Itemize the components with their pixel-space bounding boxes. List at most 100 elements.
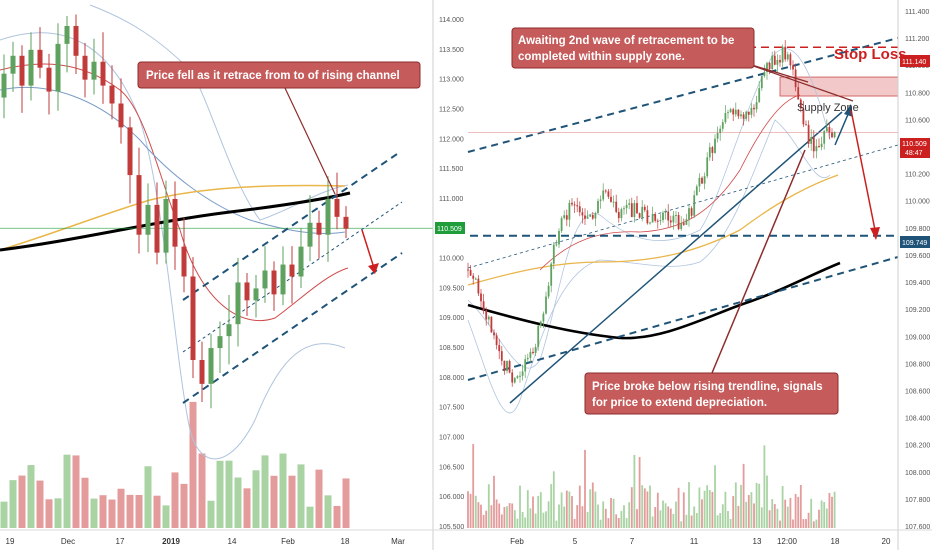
volume-bar — [534, 513, 537, 528]
volume-bar — [586, 511, 589, 528]
right-volume-bars — [467, 444, 836, 528]
candle-body — [740, 114, 742, 117]
left-volume-bars — [0, 401, 350, 528]
stop-loss-label: Stop Loss — [834, 46, 907, 63]
candle-body — [325, 198, 331, 235]
volume-bar — [485, 510, 488, 528]
right-ma100-line — [467, 174, 839, 286]
volume-bar — [472, 444, 475, 528]
volume-bar — [651, 516, 654, 528]
right-ma200-line — [467, 261, 841, 340]
candle-body — [758, 88, 761, 103]
volume-bar — [815, 519, 818, 528]
volume-bar — [786, 506, 789, 528]
volume-bar — [680, 521, 683, 528]
right-x-tick: 11 — [690, 537, 699, 546]
candle-body — [760, 76, 763, 89]
volume-bar — [558, 504, 560, 528]
candle-body — [495, 335, 498, 346]
candle-body — [519, 375, 521, 377]
candle-body — [610, 196, 612, 202]
volume-bar — [781, 485, 784, 528]
volume-bar — [612, 498, 615, 528]
candle-body — [628, 203, 631, 205]
volume-bar — [578, 485, 581, 528]
volume-bar — [776, 508, 779, 528]
right-x-tick: 5 — [573, 537, 578, 546]
left-x-tick: 14 — [228, 537, 237, 546]
volume-bar — [584, 449, 586, 528]
right-y-tick: 108.200 — [905, 443, 930, 450]
volume-bar — [807, 512, 810, 528]
candle-body — [550, 263, 553, 286]
volume-bar — [480, 504, 482, 528]
candle-body — [552, 244, 555, 264]
candle-body — [711, 147, 714, 153]
volume-bar — [506, 506, 508, 528]
volume-bar — [690, 515, 693, 528]
candle-body — [490, 316, 493, 333]
candle-body — [82, 55, 88, 80]
volume-bar — [703, 490, 706, 528]
candle-body — [745, 111, 748, 119]
volume-bar — [529, 508, 532, 528]
right-channel-mid — [467, 144, 899, 269]
volume-bar — [568, 491, 571, 528]
right-y-tick: 110.600 — [905, 117, 930, 124]
volume-bar — [695, 513, 698, 528]
candle-body — [753, 107, 755, 110]
volume-bar — [482, 514, 485, 528]
volume-bar — [643, 488, 646, 528]
volume-bar — [9, 480, 17, 528]
right-y-axis: 111.400111.200111.000110.800110.600110.4… — [905, 9, 930, 531]
volume-bar — [792, 519, 794, 528]
candle-body — [472, 275, 475, 279]
volume-bar — [99, 495, 107, 528]
candle-body — [487, 316, 490, 320]
candle-body — [672, 215, 675, 223]
candle-body — [289, 264, 295, 277]
volume-bar — [469, 493, 472, 528]
left-y-tick: 109.000 — [439, 315, 464, 322]
left-y-tick: 113.500 — [439, 47, 464, 54]
right-y-tick: 109.000 — [905, 334, 930, 341]
candle-body — [172, 198, 178, 247]
candle-body — [271, 270, 277, 295]
candle-body — [784, 46, 787, 60]
volume-bar — [677, 487, 680, 528]
candle-body — [625, 204, 628, 209]
candle-body — [547, 285, 550, 297]
candle-body — [810, 137, 813, 144]
candle-body — [818, 146, 820, 148]
candle-body — [181, 246, 187, 277]
candle-body — [555, 244, 558, 246]
right-y-tick: 108.000 — [905, 470, 930, 477]
right-candles — [467, 40, 836, 387]
left-x-tick: Mar — [391, 537, 405, 546]
supply-zone-label: Supply Zone — [797, 102, 859, 114]
volume-bar — [708, 490, 711, 528]
volume-bar — [297, 464, 305, 528]
volume-bar — [500, 514, 503, 528]
candle-body — [779, 59, 781, 63]
volume-bar — [18, 475, 26, 528]
volume-bar — [180, 483, 188, 528]
volume-bar — [734, 482, 737, 528]
annotation-left: Price fell as it retrace from to of risi… — [137, 61, 421, 89]
right-indicator-lines — [467, 37, 899, 414]
volume-bar — [513, 510, 516, 528]
candle-body — [690, 208, 693, 216]
candle-body — [682, 223, 685, 225]
volume-bar — [802, 519, 805, 528]
candle-body — [719, 128, 722, 134]
annotation-bottom-right: Price broke below rising trendline, sign… — [584, 372, 839, 415]
candle-body — [755, 102, 758, 110]
candle-body — [667, 211, 670, 221]
volume-bar — [279, 453, 287, 528]
volume-bar — [117, 488, 125, 528]
volume-bar — [252, 470, 260, 528]
candle-body — [477, 278, 480, 294]
candle-body — [617, 211, 620, 219]
candle-body — [651, 214, 654, 223]
volume-bar — [563, 506, 566, 528]
